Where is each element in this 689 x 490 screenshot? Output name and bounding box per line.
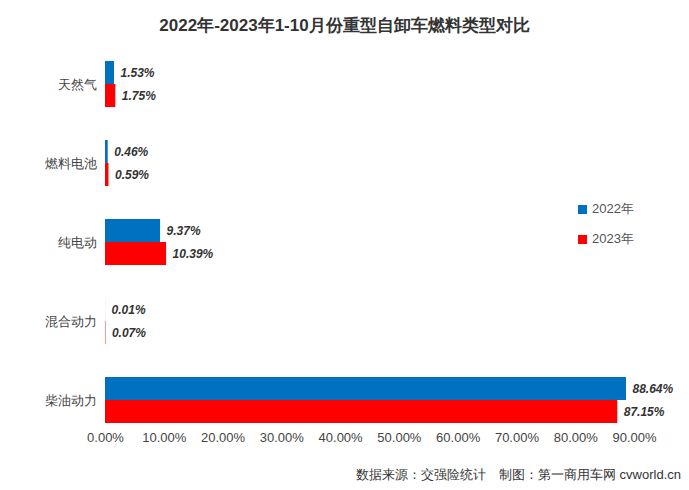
svg-text:20.00%: 20.00% bbox=[201, 430, 246, 445]
svg-text:0.46%: 0.46% bbox=[114, 145, 148, 159]
svg-text:40.00%: 40.00% bbox=[319, 430, 364, 445]
svg-text:70.00%: 70.00% bbox=[495, 430, 540, 445]
svg-text:天然气: 天然气 bbox=[58, 77, 97, 92]
html-text:2022年: 2022年 bbox=[592, 201, 634, 216]
svg-text:50.00%: 50.00% bbox=[377, 430, 422, 445]
svg-text:0.00%: 0.00% bbox=[87, 430, 124, 445]
svg-text:柴油动力: 柴油动力 bbox=[45, 393, 97, 408]
svg-text:1.53%: 1.53% bbox=[120, 66, 154, 80]
svg-text:混合动力: 混合动力 bbox=[45, 314, 97, 329]
svg-text:9.37%: 9.37% bbox=[167, 224, 201, 238]
svg-text:0.59%: 0.59% bbox=[115, 168, 149, 182]
svg-text:30.00%: 30.00% bbox=[260, 430, 305, 445]
html-text:2023年: 2023年 bbox=[592, 231, 634, 246]
svg-text:10.00%: 10.00% bbox=[142, 430, 187, 445]
svg-text:10.39%: 10.39% bbox=[173, 247, 214, 261]
svg-text:87.15%: 87.15% bbox=[624, 405, 665, 419]
html-text:2022年-2023年1-10月份重型自卸车燃料类型对比: 2022年-2023年1-10月份重型自卸车燃料类型对比 bbox=[159, 16, 530, 35]
svg-text:88.64%: 88.64% bbox=[633, 382, 674, 396]
svg-text:燃料电池: 燃料电池 bbox=[45, 156, 97, 171]
svg-text:0.07%: 0.07% bbox=[112, 326, 146, 340]
html-text:数据来源：交强险统计 制图：第一商用车网 cvworld.c: 数据来源：交强险统计 制图：第一商用车网 cvworld.cn bbox=[356, 467, 681, 482]
svg-text:0.01%: 0.01% bbox=[112, 303, 146, 317]
svg-text:80.00%: 80.00% bbox=[554, 430, 599, 445]
svg-text:90.00%: 90.00% bbox=[612, 430, 657, 445]
svg-text:60.00%: 60.00% bbox=[436, 430, 481, 445]
svg-text:1.75%: 1.75% bbox=[122, 89, 156, 103]
svg-text:纯电动: 纯电动 bbox=[58, 235, 97, 250]
